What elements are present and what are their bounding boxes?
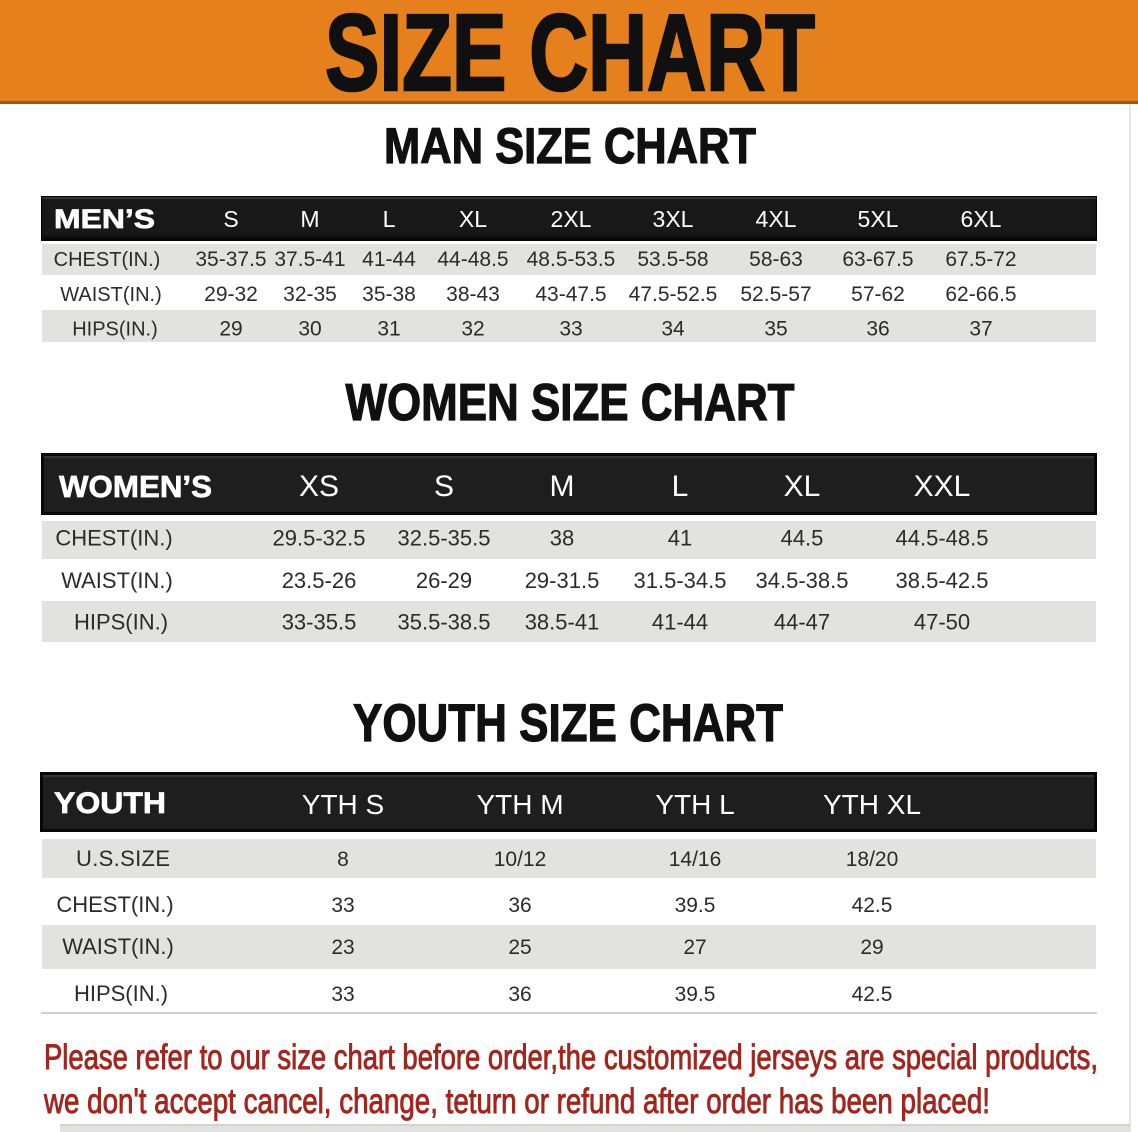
- svg-text:31: 31: [377, 318, 400, 341]
- svg-text:CHEST(IN.): CHEST(IN.): [54, 249, 161, 271]
- svg-text:WAIST(IN.): WAIST(IN.): [62, 934, 174, 959]
- svg-text:62-66.5: 62-66.5: [945, 283, 1016, 306]
- svg-text:48.5-53.5: 48.5-53.5: [527, 248, 616, 271]
- svg-text:37.5-41: 37.5-41: [274, 248, 345, 271]
- svg-text:YTH L: YTH L: [655, 789, 734, 820]
- svg-text:HIPS(IN.): HIPS(IN.): [74, 981, 168, 1006]
- svg-text:44.5: 44.5: [781, 526, 824, 551]
- svg-text:67.5-72: 67.5-72: [945, 248, 1016, 271]
- svg-text:32: 32: [461, 318, 484, 341]
- svg-text:XL: XL: [459, 206, 487, 232]
- svg-text:35: 35: [764, 318, 787, 341]
- svg-text:M: M: [550, 470, 575, 503]
- svg-text:41-44: 41-44: [652, 610, 708, 635]
- svg-text:HIPS(IN.): HIPS(IN.): [72, 319, 158, 341]
- svg-text:4XL: 4XL: [756, 206, 797, 232]
- svg-text:33: 33: [331, 983, 354, 1006]
- svg-text:37: 37: [969, 318, 992, 341]
- svg-text:5XL: 5XL: [858, 206, 899, 232]
- svg-text:32.5-35.5: 32.5-35.5: [398, 526, 491, 551]
- svg-text:YTH M: YTH M: [476, 789, 563, 820]
- svg-text:26-29: 26-29: [416, 568, 472, 593]
- svg-text:42.5: 42.5: [852, 894, 893, 917]
- svg-text:L: L: [383, 206, 396, 232]
- svg-text:we don't accept cancel, change: we don't accept cancel, change, teturn o…: [43, 1082, 990, 1121]
- svg-text:YOUTH SIZE CHART: YOUTH SIZE CHART: [353, 694, 783, 753]
- svg-text:XXL: XXL: [914, 470, 971, 503]
- svg-text:35.5-38.5: 35.5-38.5: [398, 610, 491, 635]
- svg-text:53.5-58: 53.5-58: [637, 248, 708, 271]
- svg-text:38: 38: [550, 526, 574, 551]
- svg-text:WAIST(IN.): WAIST(IN.): [61, 568, 173, 593]
- svg-text:41: 41: [668, 526, 692, 551]
- svg-text:YOUTH: YOUTH: [54, 787, 166, 820]
- svg-text:44.5-48.5: 44.5-48.5: [896, 526, 989, 551]
- svg-text:3XL: 3XL: [653, 206, 694, 232]
- svg-text:38.5-41: 38.5-41: [525, 610, 600, 635]
- svg-text:S: S: [223, 206, 238, 232]
- svg-text:29-31.5: 29-31.5: [525, 568, 600, 593]
- svg-text:23: 23: [331, 936, 354, 959]
- svg-text:38-43: 38-43: [446, 283, 500, 306]
- svg-text:63-67.5: 63-67.5: [842, 248, 913, 271]
- svg-text:U.S.SIZE: U.S.SIZE: [76, 846, 170, 871]
- svg-text:WOMEN’S: WOMEN’S: [59, 469, 212, 504]
- svg-text:XL: XL: [784, 470, 821, 503]
- svg-text:52.5-57: 52.5-57: [740, 283, 811, 306]
- svg-text:MAN SIZE CHART: MAN SIZE CHART: [384, 118, 756, 174]
- svg-text:M: M: [300, 206, 319, 232]
- svg-text:35-37.5: 35-37.5: [195, 248, 266, 271]
- svg-text:HIPS(IN.): HIPS(IN.): [74, 610, 168, 635]
- svg-text:18/20: 18/20: [846, 848, 899, 871]
- svg-text:25: 25: [508, 936, 531, 959]
- svg-text:34.5-38.5: 34.5-38.5: [756, 568, 849, 593]
- svg-text:WAIST(IN.): WAIST(IN.): [60, 284, 161, 306]
- svg-text:2XL: 2XL: [551, 206, 592, 232]
- svg-text:41-44: 41-44: [362, 248, 416, 271]
- svg-text:47.5-52.5: 47.5-52.5: [629, 283, 718, 306]
- svg-text:31.5-34.5: 31.5-34.5: [634, 568, 727, 593]
- svg-text:32-35: 32-35: [283, 283, 337, 306]
- svg-text:36: 36: [508, 983, 531, 1006]
- svg-text:57-62: 57-62: [851, 283, 905, 306]
- svg-text:30: 30: [298, 318, 321, 341]
- svg-text:Please refer to our size chart: Please refer to our size chart before or…: [44, 1038, 1098, 1077]
- svg-text:L: L: [672, 470, 689, 503]
- svg-text:29: 29: [860, 936, 883, 959]
- svg-text:8: 8: [337, 848, 349, 871]
- svg-text:39.5: 39.5: [675, 983, 716, 1006]
- svg-text:29-32: 29-32: [204, 283, 258, 306]
- svg-text:36: 36: [508, 894, 531, 917]
- svg-text:SIZE CHART: SIZE CHART: [325, 0, 815, 114]
- svg-text:27: 27: [683, 936, 706, 959]
- svg-text:36: 36: [866, 318, 889, 341]
- svg-text:44-48.5: 44-48.5: [437, 248, 508, 271]
- svg-text:MEN’S: MEN’S: [54, 204, 155, 234]
- svg-text:CHEST(IN.): CHEST(IN.): [55, 526, 172, 551]
- svg-text:10/12: 10/12: [494, 848, 547, 871]
- svg-text:35-38: 35-38: [362, 283, 416, 306]
- svg-text:39.5: 39.5: [675, 894, 716, 917]
- svg-text:29.5-32.5: 29.5-32.5: [273, 526, 366, 551]
- svg-text:XS: XS: [299, 470, 339, 503]
- svg-text:43-47.5: 43-47.5: [535, 283, 606, 306]
- svg-text:33-35.5: 33-35.5: [282, 610, 357, 635]
- svg-text:WOMEN SIZE CHART: WOMEN SIZE CHART: [346, 374, 795, 432]
- svg-text:58-63: 58-63: [749, 248, 803, 271]
- svg-text:YTH XL: YTH XL: [823, 789, 921, 820]
- svg-text:38.5-42.5: 38.5-42.5: [896, 568, 989, 593]
- svg-text:47-50: 47-50: [914, 610, 970, 635]
- svg-text:14/16: 14/16: [669, 848, 722, 871]
- svg-text:44-47: 44-47: [774, 610, 830, 635]
- svg-text:YTH S: YTH S: [302, 789, 384, 820]
- svg-text:42.5: 42.5: [852, 983, 893, 1006]
- svg-text:33: 33: [559, 318, 582, 341]
- svg-text:23.5-26: 23.5-26: [282, 568, 357, 593]
- svg-text:33: 33: [331, 894, 354, 917]
- svg-text:34: 34: [661, 318, 685, 341]
- svg-text:6XL: 6XL: [961, 206, 1002, 232]
- svg-text:CHEST(IN.): CHEST(IN.): [56, 892, 173, 917]
- svg-text:S: S: [434, 470, 454, 503]
- svg-text:29: 29: [219, 318, 242, 341]
